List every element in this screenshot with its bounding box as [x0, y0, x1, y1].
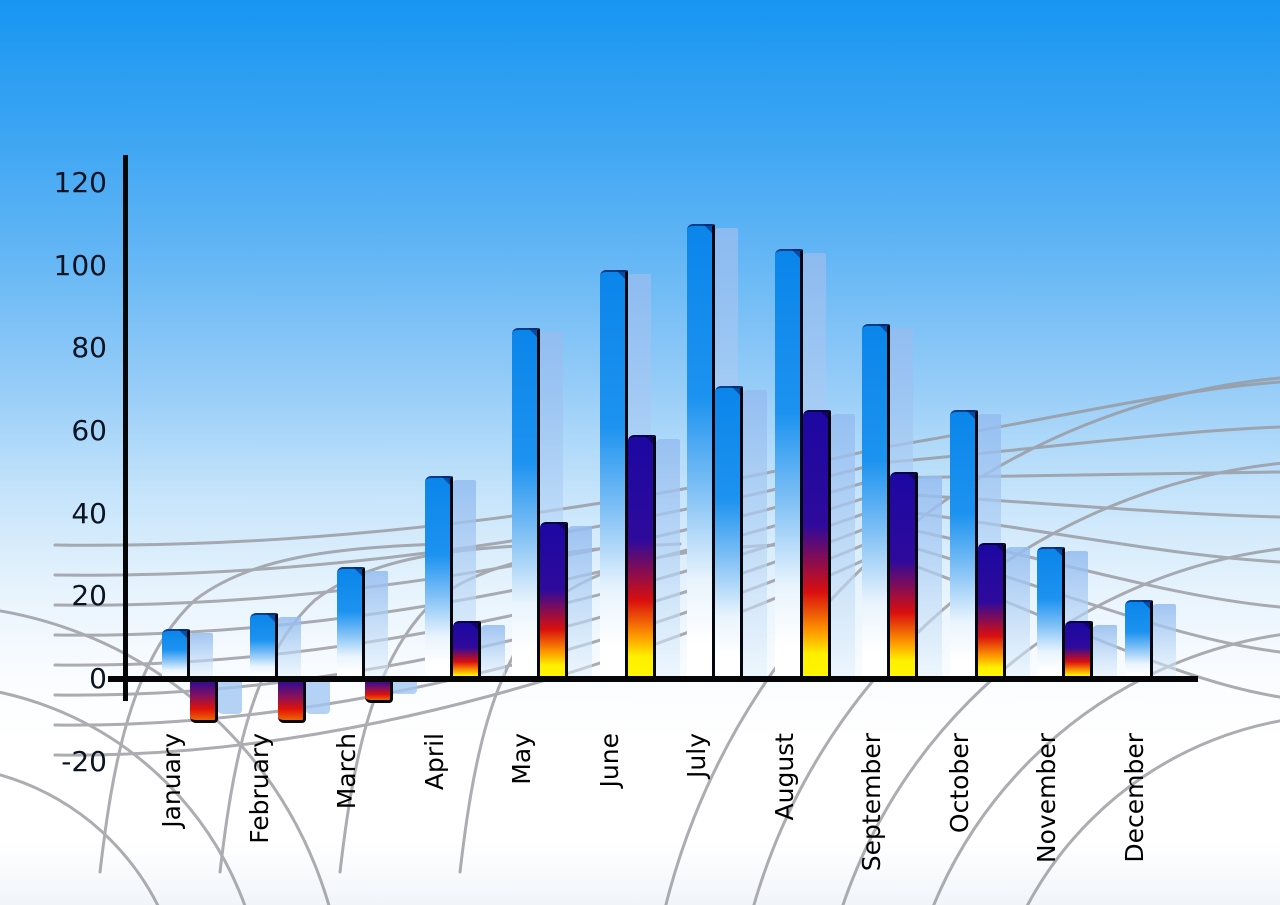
x-axis-line [108, 676, 1198, 682]
bar-shadow [1092, 625, 1117, 677]
bar-top-bevel [178, 629, 187, 639]
month-label: August [770, 733, 799, 821]
bar-september-secondary [890, 472, 918, 681]
bar-top-bevel [644, 435, 653, 445]
month-label: November [1032, 733, 1061, 864]
bar-top-bevel [819, 410, 828, 420]
bar-shadow [392, 682, 417, 694]
bar-january-secondary [190, 681, 218, 724]
bar-shadow [830, 414, 855, 677]
month-label: September [857, 733, 886, 872]
bar-top-bevel [353, 567, 362, 577]
bar-october-primary [950, 410, 978, 681]
bar-august-secondary [803, 410, 831, 681]
bar-july-secondary [715, 385, 743, 681]
bar-july-primary [687, 224, 715, 681]
bar-top-bevel [994, 542, 1003, 552]
bar-november-primary [1037, 546, 1065, 681]
bar-june-secondary [628, 435, 656, 681]
month-label: May [507, 733, 536, 785]
bar-january-primary [162, 629, 190, 681]
bar-top-bevel [266, 612, 275, 622]
y-tick-label: 60 [71, 414, 107, 447]
month-label: January [157, 733, 186, 828]
bar-april-secondary [453, 621, 481, 681]
bar-february-secondary [278, 681, 306, 724]
bar-top-bevel [528, 327, 537, 337]
bar-may-secondary [540, 521, 568, 681]
bar-shadow [917, 476, 942, 677]
bar-top-bevel [616, 269, 625, 279]
bar-shadow [217, 682, 242, 715]
bar-november-secondary [1065, 621, 1093, 681]
bar-top-bevel [1141, 600, 1150, 610]
bar-top-bevel [469, 621, 478, 631]
month-label: February [245, 733, 274, 844]
bar-december-primary [1125, 600, 1153, 681]
month-label: October [945, 733, 974, 834]
bar-august-primary [775, 249, 803, 681]
bar-top-bevel [878, 323, 887, 333]
bar-shadow [742, 389, 767, 677]
bar-shadow [1151, 604, 1176, 677]
month-label: July [682, 733, 711, 778]
bar-top-bevel [703, 224, 712, 234]
bar-september-primary [862, 323, 890, 681]
y-tick-label: 120 [53, 166, 107, 199]
bar-top-bevel [556, 521, 565, 531]
bar-shadow [363, 571, 388, 677]
y-tick-label: 20 [71, 579, 107, 613]
bar-top-bevel [906, 472, 915, 482]
bar-june-primary [600, 269, 628, 681]
y-axis-line [123, 155, 128, 701]
bar-may-primary [512, 327, 540, 681]
bar-top-bevel [1053, 546, 1062, 556]
bar-top-bevel [791, 249, 800, 259]
bar-top-bevel [441, 476, 450, 486]
month-label: March [332, 733, 361, 810]
bar-top-bevel [1081, 621, 1090, 631]
y-tick-label: 40 [71, 496, 107, 530]
bar-shadow [305, 682, 330, 715]
bar-shadow [655, 439, 680, 677]
bar-shadow [188, 633, 213, 677]
y-tick-label: 80 [71, 331, 107, 365]
bar-march-secondary [365, 681, 393, 703]
bar-shadow [567, 525, 592, 677]
bar-shadow [1005, 546, 1030, 677]
y-tick-label: 100 [53, 248, 107, 282]
bar-february-primary [250, 612, 278, 681]
month-label: December [1120, 733, 1149, 863]
y-tick-label: -20 [61, 744, 107, 778]
bar-march-primary [337, 567, 365, 681]
bar-april-primary [425, 476, 453, 681]
month-label: June [595, 733, 624, 788]
month-label: April [420, 733, 449, 791]
bar-shadow [276, 616, 301, 677]
y-tick-label: 0 [89, 662, 107, 695]
bar-october-secondary [978, 542, 1006, 681]
bar-shadow [480, 625, 505, 677]
bar-top-bevel [966, 410, 975, 420]
bar-top-bevel [731, 385, 740, 395]
